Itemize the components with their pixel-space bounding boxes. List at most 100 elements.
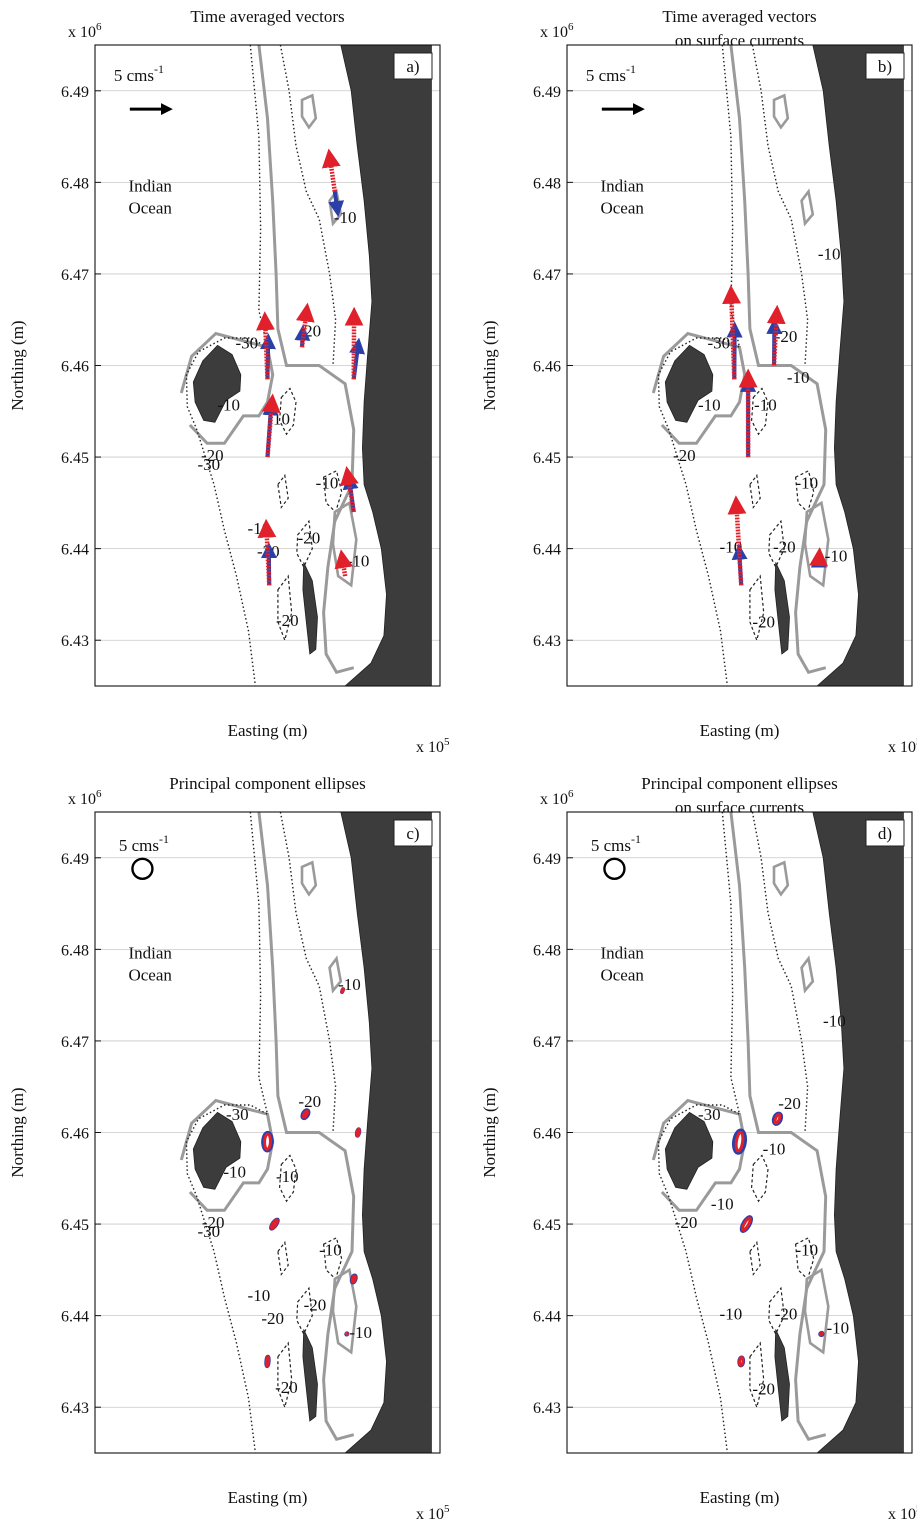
- contour-label: -30: [226, 1105, 249, 1124]
- contour-label: -10: [276, 1167, 299, 1186]
- x-multiplier: x 105: [416, 1503, 450, 1523]
- contour-label: -10: [334, 208, 357, 227]
- y-multiplier: x 106: [68, 21, 102, 41]
- panel-label-box: [865, 819, 905, 847]
- scale-label: 5 cms-1: [119, 832, 169, 855]
- scale-exponent: -1: [154, 62, 164, 76]
- contour-label: -20: [201, 446, 224, 465]
- ocean-label: Indian: [128, 944, 172, 963]
- y-tick-label: 6.43: [533, 1400, 561, 1417]
- vector-red: [321, 148, 341, 192]
- island-shape: [192, 344, 242, 423]
- contour-dashed-loop: [322, 1236, 343, 1281]
- ellipse-red: [773, 1113, 782, 1125]
- panel-label: c): [406, 824, 419, 843]
- y-tick-label: 6.45: [533, 1217, 561, 1234]
- y-tick-label: 6.49: [61, 851, 89, 868]
- contour-dashed-loop: [277, 1240, 289, 1276]
- island-shape: [302, 562, 318, 655]
- contour-dashed-loop: [750, 1154, 769, 1203]
- ocean-label: Ocean: [128, 966, 172, 985]
- ocean-label: Indian: [128, 177, 172, 196]
- y-tick-label: 6.43: [61, 1400, 89, 1417]
- y-tick-label: 6.47: [61, 1034, 89, 1051]
- contour-dashed-loop: [794, 1236, 815, 1281]
- mainland-shape: [340, 45, 432, 686]
- contour-dashed-loop: [277, 1341, 293, 1410]
- contour-dashed-loop: [277, 473, 289, 509]
- contour-label: -10: [349, 1323, 372, 1342]
- y-multiplier: x 106: [68, 788, 102, 808]
- y-axis-label: Northing (m): [8, 320, 27, 410]
- y-multiplier-exponent: 6: [568, 788, 574, 800]
- contour-label: -20: [304, 1295, 327, 1314]
- contour-dashed-loop: [749, 473, 761, 509]
- x-multiplier-exponent: 5: [444, 1503, 450, 1515]
- contour-label: -30: [698, 1105, 721, 1124]
- x-multiplier: x 105: [888, 1503, 917, 1523]
- contour-grey-line: [651, 1098, 747, 1212]
- panel-title: Time averaged vectors: [190, 7, 344, 26]
- ellipse-red: [350, 1274, 357, 1284]
- scale-label: 5 cms-1: [591, 832, 641, 855]
- y-tick-label: 6.49: [61, 84, 89, 101]
- contour-dashed-loop: [749, 1341, 765, 1410]
- vector-red: [256, 311, 275, 380]
- contour-dashed-loop: [768, 1286, 785, 1336]
- contour-label: -20: [775, 1305, 798, 1324]
- map-layer: -30-20-10-10-10-30-20-10-20-10-10-20-20: [95, 812, 440, 1453]
- y-tick-label: 6.44: [533, 1309, 561, 1326]
- scale-circle: [603, 857, 626, 880]
- contour-grey-line: [729, 45, 828, 675]
- contour-dashed-loop: [768, 519, 785, 569]
- y-axis-label: Northing (m): [480, 1087, 499, 1177]
- y-tick-label: 6.48: [533, 942, 561, 959]
- contour-label: -20: [275, 1378, 298, 1397]
- ocean-label: Ocean: [600, 199, 644, 218]
- y-tick-label: 6.48: [61, 942, 89, 959]
- contour-grey-loop: [772, 860, 790, 897]
- contour-label: -20: [752, 613, 775, 632]
- island-shape: [302, 1329, 318, 1422]
- ellipse-red: [264, 1355, 271, 1368]
- panel-label: a): [406, 57, 419, 76]
- contour-label: -20: [775, 327, 798, 346]
- contour-grey-line: [257, 45, 356, 675]
- panel-label-box: [865, 52, 905, 80]
- panel-a: Time averaged vectors-30-20-10-10-10-30-…: [8, 7, 450, 756]
- contour-label: -20: [752, 1380, 775, 1399]
- y-multiplier: x 106: [540, 21, 574, 41]
- contour-dotted-line: [279, 45, 337, 366]
- contour-label: -30: [198, 455, 221, 474]
- contour-dotted-line: [185, 45, 269, 686]
- y-multiplier-exponent: 6: [568, 21, 574, 33]
- contour-dashed-loop: [296, 519, 313, 569]
- contour-label: -10: [248, 1286, 271, 1305]
- x-axis-label: Easting (m): [228, 1488, 308, 1507]
- mainland-shape: [812, 45, 904, 686]
- scale-label: 5 cms-1: [586, 62, 636, 85]
- contour-grey-loop: [328, 955, 343, 994]
- contour-label: -10: [217, 396, 240, 415]
- panel-title: Time averaged vectors: [662, 7, 816, 26]
- y-tick-label: 6.46: [533, 1126, 561, 1143]
- panel-label-box: [393, 819, 433, 847]
- contour-dotted-line: [751, 812, 809, 1133]
- mainland-shape: [340, 812, 432, 1453]
- island-shape: [774, 1329, 790, 1422]
- contour-label: -20: [675, 1213, 698, 1232]
- panel-title: Principal component ellipses: [169, 774, 365, 793]
- contour-label: -30: [707, 333, 730, 352]
- vector-red: [261, 393, 281, 458]
- contour-dotted-line: [657, 45, 741, 686]
- panel-c: Principal component ellipses -30 -20 -10 -10…: [8, 774, 450, 1523]
- contour-grey-loop: [803, 500, 830, 588]
- scale-exponent: -1: [159, 832, 169, 846]
- x-axis-label: Easting (m): [700, 721, 780, 740]
- y-tick-label: 6.47: [533, 267, 561, 284]
- contour-label: -20: [778, 1094, 801, 1113]
- scale-exponent: -1: [626, 62, 636, 76]
- y-axis-label: Northing (m): [480, 320, 499, 410]
- y-tick-label: 6.46: [533, 359, 561, 376]
